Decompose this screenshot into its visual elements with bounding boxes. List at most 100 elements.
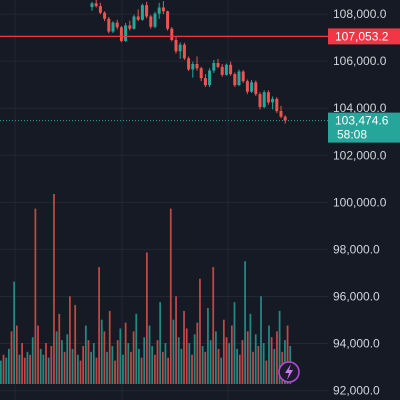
candle [275, 97, 279, 113]
candle-body [245, 81, 249, 92]
volume-bar [53, 194, 55, 384]
candle-body [98, 6, 102, 13]
candle [266, 90, 270, 105]
candle [224, 63, 228, 76]
volume-bar [273, 348, 276, 384]
candle-body [237, 71, 241, 86]
volume-bar [161, 351, 164, 384]
candle-body [174, 40, 178, 52]
candle-body [170, 28, 174, 40]
volume-bar [268, 325, 270, 384]
volume-bar [252, 351, 254, 384]
volume-bar [50, 346, 53, 384]
volume-bar [191, 354, 193, 384]
candle-body [119, 27, 123, 41]
candle [220, 64, 224, 77]
volume-bar [151, 346, 154, 384]
candle [98, 2, 102, 15]
volume-bar [21, 343, 23, 384]
volume-bar [39, 348, 42, 384]
volume-bar [124, 322, 127, 384]
volume-bar [276, 331, 278, 384]
candle-body [233, 74, 237, 86]
candle [271, 96, 275, 110]
candle-body [103, 12, 107, 19]
volume-bar [175, 296, 177, 384]
volume-bar [127, 343, 130, 384]
candle-body [166, 11, 170, 29]
candle-body [132, 16, 136, 29]
candle [111, 21, 115, 33]
candle [140, 3, 144, 21]
volume-bar [260, 296, 262, 384]
candle-body [90, 3, 94, 8]
price-tick-label: 92,000.0 [333, 384, 380, 398]
volume-bar [45, 343, 47, 384]
volume-bar [172, 319, 175, 384]
volume-bar [241, 340, 244, 384]
candle [124, 23, 128, 42]
candle [245, 79, 249, 95]
candle-body [254, 82, 258, 95]
volume-bar [98, 267, 100, 384]
candle [216, 58, 220, 69]
volume-bar [193, 334, 196, 384]
candle-body [124, 25, 128, 41]
volume-bar [29, 354, 31, 384]
volume-bar [42, 354, 45, 384]
candle [279, 105, 283, 119]
candle-body [212, 63, 216, 71]
volume-bar [238, 354, 241, 384]
candle [94, 0, 98, 8]
current-price-tag-bg [328, 112, 400, 143]
candle [145, 1, 149, 19]
volume-bar [140, 357, 143, 384]
volume-bar [79, 360, 82, 384]
volume-bar [119, 328, 122, 384]
volume-bar [103, 331, 106, 384]
volume-bar [66, 334, 69, 384]
volume-bar [159, 302, 162, 384]
candle [149, 15, 153, 29]
candle [132, 14, 136, 30]
volume-bar [153, 354, 156, 384]
volume-bar [230, 325, 233, 384]
volume-bar [177, 337, 180, 384]
candle-body [241, 71, 245, 82]
volume-bar [204, 351, 207, 384]
volume-bar [100, 319, 103, 384]
volume-bar [2, 354, 5, 384]
candle [174, 36, 178, 54]
candle-body [195, 64, 199, 69]
candle [103, 11, 107, 22]
lightning-badge[interactable] [278, 361, 300, 383]
candle [229, 61, 233, 76]
candle-body [283, 116, 287, 121]
volume-bar [114, 360, 116, 384]
volume-bar [169, 208, 172, 384]
volume-bar [5, 357, 8, 384]
candle-body [224, 64, 228, 75]
candle [212, 60, 216, 73]
volume-bar [47, 357, 50, 384]
price-axis[interactable]: 108,000.0 106,000.0 104,000.0 102,000.0 100,… [333, 7, 387, 397]
candle [187, 56, 191, 72]
candle-body [128, 25, 132, 29]
volume-bar [18, 354, 21, 384]
candle-body [182, 44, 186, 59]
volume-bar [111, 346, 114, 384]
price-tick-label: 104,000.0 [333, 101, 387, 115]
volume-bar [164, 343, 167, 384]
candle [115, 19, 119, 30]
candle-body [178, 44, 182, 52]
volume-bar [262, 343, 265, 384]
reference-price-tag: 107,053.2 [328, 28, 400, 45]
reference-price-label: 107,053.2 [335, 29, 389, 43]
candle [237, 69, 241, 86]
price-tick-label: 98,000.0 [333, 242, 380, 256]
volume-bar [84, 325, 87, 384]
volume-bar [69, 296, 71, 384]
volume-bar [0, 360, 2, 384]
volume-bar [135, 313, 138, 384]
